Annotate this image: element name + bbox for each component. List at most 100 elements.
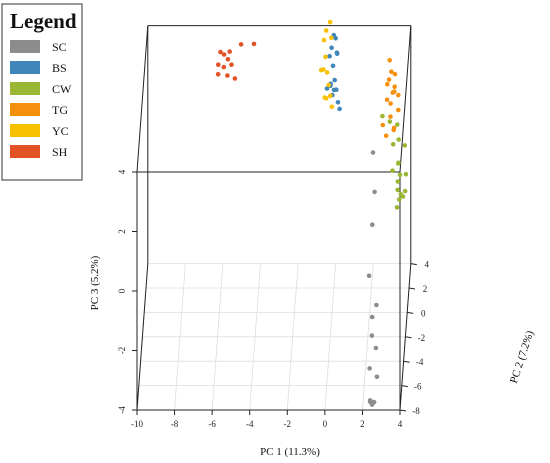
- point-tg: [385, 81, 390, 87]
- point-sh: [215, 72, 221, 77]
- point-cw: [395, 187, 400, 193]
- z-tick-label: 2: [117, 229, 127, 234]
- point-yc: [321, 37, 327, 43]
- legend-swatch-yc: [10, 124, 40, 137]
- point-tg: [392, 84, 398, 89]
- legend-label-cw: CW: [52, 82, 72, 96]
- point-tg: [392, 71, 398, 77]
- point-sc: [370, 222, 375, 227]
- point-bs: [333, 35, 338, 41]
- point-sh: [251, 41, 257, 47]
- y-tick-label: -8: [412, 406, 420, 416]
- box-edge: [136, 25, 149, 173]
- y-tick-label: -2: [418, 333, 426, 343]
- point-tg: [388, 101, 393, 106]
- point-sc: [370, 150, 376, 155]
- point-tg: [396, 92, 401, 98]
- point-tg: [387, 58, 393, 63]
- y-tick-label: -4: [416, 357, 424, 367]
- y-tick-label: 2: [423, 284, 428, 294]
- point-sh: [225, 57, 231, 62]
- x-tick-label: 0: [323, 419, 328, 429]
- point-sc: [374, 374, 380, 380]
- z-tick-label: -2: [117, 347, 127, 355]
- box-edge: [399, 25, 412, 173]
- point-cw: [394, 205, 400, 210]
- point-cw: [395, 122, 400, 127]
- point-bs: [329, 45, 334, 51]
- point-cw: [396, 161, 401, 166]
- point-sc: [366, 273, 372, 279]
- point-tg: [389, 69, 394, 74]
- point-bs: [331, 87, 337, 93]
- point-bs: [334, 50, 340, 55]
- point-cw: [402, 143, 408, 148]
- point-yc: [324, 96, 329, 101]
- point-bs: [330, 63, 336, 69]
- point-cw: [403, 171, 409, 177]
- point-tg: [391, 127, 397, 133]
- legend-label-tg: TG: [52, 103, 68, 117]
- point-sh: [218, 49, 223, 55]
- x-tick-label: -6: [208, 419, 216, 429]
- point-cw: [390, 168, 395, 173]
- y-tick-mark: [403, 360, 410, 363]
- point-yc: [323, 54, 328, 60]
- point-tg: [384, 97, 390, 103]
- point-bs: [332, 77, 338, 83]
- point-tg: [386, 77, 392, 82]
- point-yc: [329, 35, 334, 41]
- legend: Legend SC BS CW TG YC SH: [1, 3, 83, 181]
- x-tick-label: 4: [398, 419, 403, 429]
- legend-label-bs: BS: [52, 61, 67, 75]
- legend-label-sc: SC: [52, 40, 67, 54]
- point-bs: [335, 100, 341, 105]
- axis-ticks: -10 -8 -6 -4 -2 0 2 4 -4 -2 0 2 4 -8 -6 -4 -2 0 2 4: [117, 169, 430, 429]
- x-tick-label: -8: [171, 419, 179, 429]
- x-tick-label: 2: [360, 419, 365, 429]
- y-tick-label: 0: [421, 308, 426, 318]
- point-cw: [390, 142, 396, 147]
- legend-swatch-sc: [10, 40, 40, 53]
- point-sh: [221, 52, 227, 57]
- point-sc: [372, 189, 377, 195]
- y-tick-label: 4: [425, 260, 430, 270]
- point-cw: [398, 191, 404, 197]
- x-tick-label: -4: [246, 419, 254, 429]
- point-yc: [327, 19, 333, 25]
- legend-swatch-sh: [10, 145, 40, 158]
- point-sh: [221, 64, 227, 70]
- point-tg: [392, 89, 397, 94]
- point-sh: [216, 62, 221, 67]
- point-sc: [369, 314, 375, 320]
- point-sh: [232, 76, 238, 81]
- floor-grid: [136, 263, 412, 411]
- x-axis-label: PC 1 (11.3%): [260, 446, 320, 458]
- y-tick-label: -6: [414, 382, 422, 392]
- legend-label-yc: YC: [52, 124, 69, 138]
- point-yc: [328, 93, 333, 99]
- point-sc: [374, 302, 379, 308]
- x-tick-label: -10: [131, 419, 143, 429]
- point-sh: [225, 73, 230, 78]
- point-sc: [371, 399, 377, 405]
- point-bs: [337, 106, 342, 112]
- point-sh: [227, 49, 232, 54]
- legend-swatch-bs: [10, 61, 40, 74]
- y-axis-label: PC 2 (7.2%): [508, 329, 536, 385]
- point-yc: [326, 82, 332, 88]
- point-yc: [318, 67, 324, 73]
- point-yc: [324, 70, 330, 75]
- point-cw: [387, 119, 393, 124]
- x-tick-label: -2: [284, 419, 292, 429]
- legend-swatch-tg: [10, 103, 40, 116]
- box-frame: [136, 25, 412, 411]
- y-tick-mark: [407, 311, 414, 314]
- point-yc: [323, 28, 329, 33]
- point-cw: [397, 172, 403, 178]
- data-points: [215, 19, 409, 407]
- point-tg: [388, 114, 393, 119]
- point-cw: [396, 197, 402, 202]
- z-tick-label: -4: [117, 406, 127, 414]
